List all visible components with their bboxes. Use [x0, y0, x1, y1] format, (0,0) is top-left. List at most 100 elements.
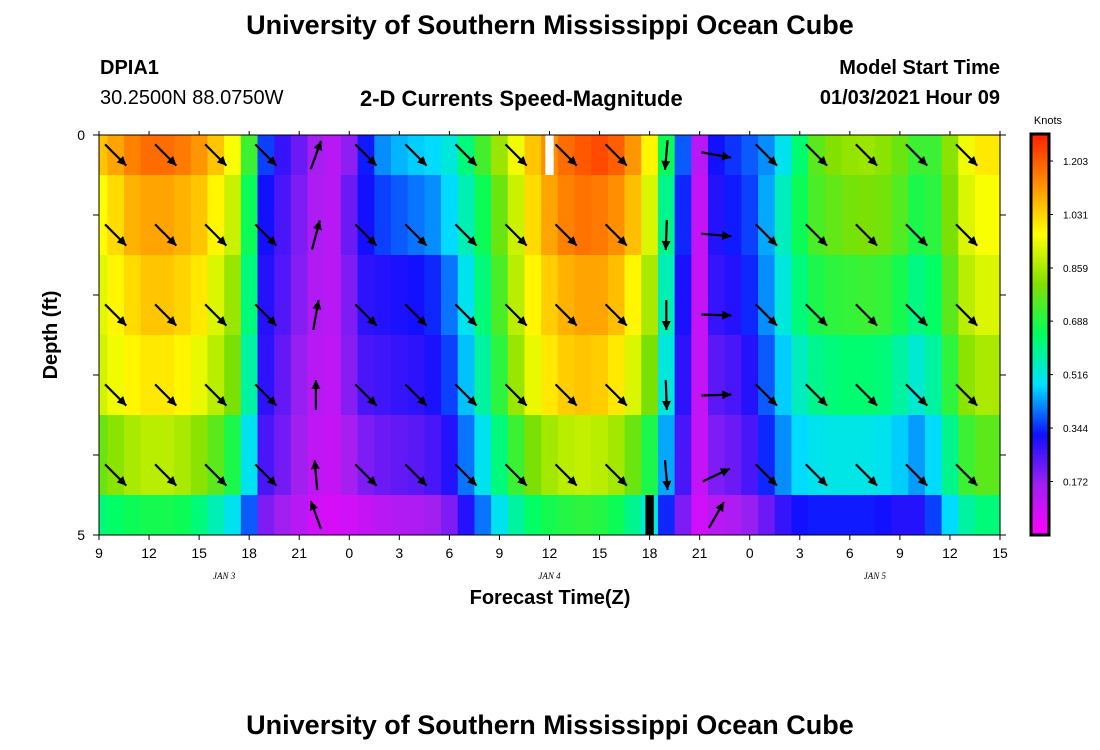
colorbar-segment — [1031, 226, 1049, 230]
colorbar-segment — [1031, 259, 1049, 263]
current-vector-arrow — [755, 143, 778, 167]
model-start-value: 01/03/2021 Hour 09 — [819, 87, 1000, 109]
colorbar-segment — [1031, 392, 1049, 396]
heatmap-cell — [441, 135, 459, 176]
heatmap-cell — [124, 335, 142, 416]
heatmap-cell — [257, 335, 275, 416]
colorbar-segment — [1031, 174, 1049, 178]
heatmap-cell — [274, 255, 292, 336]
colorbar-segment — [1031, 271, 1049, 275]
heatmap-cell — [841, 415, 859, 496]
heatmap-cell — [524, 495, 542, 536]
heatmap-cell — [424, 255, 442, 336]
x-tick-label: 12 — [942, 545, 958, 561]
heatmap-cell — [424, 495, 442, 536]
colorbar-segment — [1031, 387, 1049, 391]
heatmap-cell — [407, 415, 425, 496]
heatmap-cell — [107, 175, 125, 256]
y-axis-ticks: 05 — [77, 127, 1006, 543]
current-vector-arrow — [254, 383, 278, 407]
heatmap-cell — [691, 495, 709, 536]
heatmap-cell — [758, 175, 776, 256]
colorbar-segment — [1031, 337, 1049, 341]
current-vector-arrow — [354, 463, 378, 487]
colorbar-segment — [1031, 467, 1049, 471]
current-vector-arrow — [254, 143, 278, 167]
heatmap-cell — [307, 255, 325, 336]
heatmap-cell — [541, 415, 559, 496]
colorbar-segment — [1031, 444, 1049, 448]
current-vector-arrow — [104, 303, 128, 327]
colorbar-segment — [1031, 394, 1049, 398]
heatmap-cell — [524, 255, 542, 336]
heatmap-cell — [207, 335, 225, 416]
colorbar-segment — [1031, 422, 1049, 426]
colorbar-segment — [1031, 216, 1049, 220]
current-vector-arrow — [404, 303, 428, 327]
heatmap-cell — [157, 175, 175, 256]
colorbar-segment — [1031, 231, 1049, 235]
current-vector-arrow — [955, 383, 979, 407]
colorbar-segment — [1031, 352, 1049, 356]
heatmap-cell — [224, 415, 242, 496]
x-tick-label: 18 — [642, 545, 658, 561]
heatmap-cell — [841, 255, 859, 336]
heatmap-cell — [758, 495, 776, 536]
colorbar-segment — [1031, 184, 1049, 188]
heatmap-cell — [424, 135, 442, 176]
x-tick-label: 6 — [846, 545, 854, 561]
heatmap-cell — [257, 175, 275, 256]
colorbar-segment — [1031, 161, 1049, 165]
y-axis-label: Depth (ft) — [40, 291, 62, 380]
current-vector-arrow — [661, 219, 671, 251]
heatmap-cell — [441, 495, 459, 536]
heatmap-cell — [641, 335, 659, 416]
heatmap-cell — [307, 175, 325, 256]
colorbar-segment — [1031, 149, 1049, 153]
current-vector-arrow — [254, 463, 278, 487]
colorbar-segment — [1031, 249, 1049, 253]
heatmap-cell — [607, 255, 626, 336]
colorbar-segment — [1031, 419, 1049, 423]
heatmap-cell — [724, 415, 742, 496]
heatmap-cell — [941, 175, 959, 256]
heatmap-cell — [340, 255, 359, 336]
colorbar-segment — [1031, 512, 1049, 516]
heatmap-cell — [808, 495, 826, 536]
heatmap-cell — [724, 135, 742, 176]
colorbar-segment — [1031, 156, 1049, 160]
heatmap-cell — [474, 175, 492, 256]
colorbar-segment — [1031, 357, 1049, 361]
heatmap-cell — [407, 255, 425, 336]
colorbar-segment — [1031, 276, 1049, 280]
colorbar-segment — [1031, 311, 1049, 316]
heatmap-cell — [340, 135, 359, 176]
current-vector-arrow — [404, 143, 428, 167]
heatmap-cell — [407, 335, 425, 416]
current-vector-arrow — [204, 463, 228, 487]
colorbar-segment — [1031, 334, 1049, 338]
heatmap-cell — [591, 175, 609, 256]
colorbar-segment — [1031, 347, 1049, 351]
colorbar-segment — [1031, 349, 1049, 353]
colorbar-segment — [1031, 517, 1049, 521]
current-vector-arrow — [310, 459, 320, 491]
heatmap-cell — [324, 255, 342, 336]
heatmap-cell — [741, 335, 759, 416]
heatmap-cell — [457, 495, 476, 536]
heatmap-cell — [941, 495, 959, 536]
colorbar-segment — [1031, 171, 1049, 175]
current-vector-arrow — [354, 143, 378, 167]
heatmap-cell — [657, 335, 676, 416]
heatmap-cell — [691, 335, 709, 416]
heatmap-cell — [507, 175, 526, 256]
heatmap-cell — [124, 255, 142, 336]
current-vector-arrow — [955, 223, 979, 247]
heatmap-cell — [524, 415, 542, 496]
heatmap-cell — [657, 175, 676, 256]
heatmap-cell — [691, 255, 709, 336]
current-vector-arrow — [662, 459, 672, 491]
heatmap-cell — [974, 175, 993, 256]
current-vector-arrow — [204, 143, 228, 167]
